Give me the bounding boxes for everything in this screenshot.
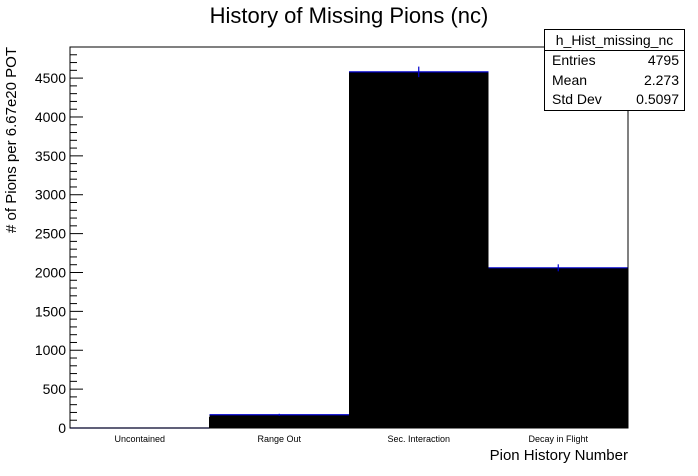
y-tick-label-8: 4000 <box>35 109 66 125</box>
stats-row-mean: Mean 2.273 <box>545 71 684 91</box>
chart-title: History of Missing Pions (nc) <box>210 3 489 28</box>
y-tick-label-4: 2000 <box>35 264 66 280</box>
bar-3 <box>488 267 628 428</box>
y-tick-label-0: 0 <box>58 420 66 436</box>
bar-1 <box>209 414 349 428</box>
stats-entries-label: Entries <box>552 52 596 68</box>
stats-stddev-label: Std Dev <box>552 91 602 107</box>
x-tick-label-1: Range Out <box>257 434 301 444</box>
x-tick-label-0: Uncontained <box>114 434 165 444</box>
stats-box: h_Hist_missing_nc Entries 4795 Mean 2.27… <box>544 29 685 111</box>
stats-entries-value: 4795 <box>647 52 679 68</box>
stats-title: h_Hist_missing_nc <box>545 30 684 51</box>
y-tick-label-9: 4500 <box>35 70 66 86</box>
stats-row-stddev: Std Dev 0.5097 <box>545 90 684 110</box>
axis-layer: Uncontained Range Out Sec. Interaction Deca… <box>35 54 629 444</box>
y-axis-label: # of Pions per 6.67e20 POT <box>3 47 20 233</box>
y-tick-label-3: 1500 <box>35 303 66 319</box>
x-tick-label-3: Decay in Flight <box>528 434 588 444</box>
plot-frame <box>69 46 629 429</box>
bars-layer <box>70 66 628 429</box>
y-tick-label-7: 3500 <box>35 148 66 164</box>
bar-2 <box>349 71 489 429</box>
y-tick-label-1: 500 <box>43 381 67 397</box>
y-tick-label-2: 1000 <box>35 342 66 358</box>
x-tick-label-2: Sec. Interaction <box>387 434 450 444</box>
stats-mean-label: Mean <box>552 71 588 88</box>
stats-mean-value: 2.273 <box>643 71 679 88</box>
stats-stddev-value: 0.5097 <box>636 91 679 107</box>
y-tick-label-5: 2500 <box>35 226 66 242</box>
stats-row-entries: Entries 4795 <box>545 51 684 71</box>
y-tick-label-6: 3000 <box>35 187 66 203</box>
x-axis-label: Pion History Number <box>490 447 628 464</box>
